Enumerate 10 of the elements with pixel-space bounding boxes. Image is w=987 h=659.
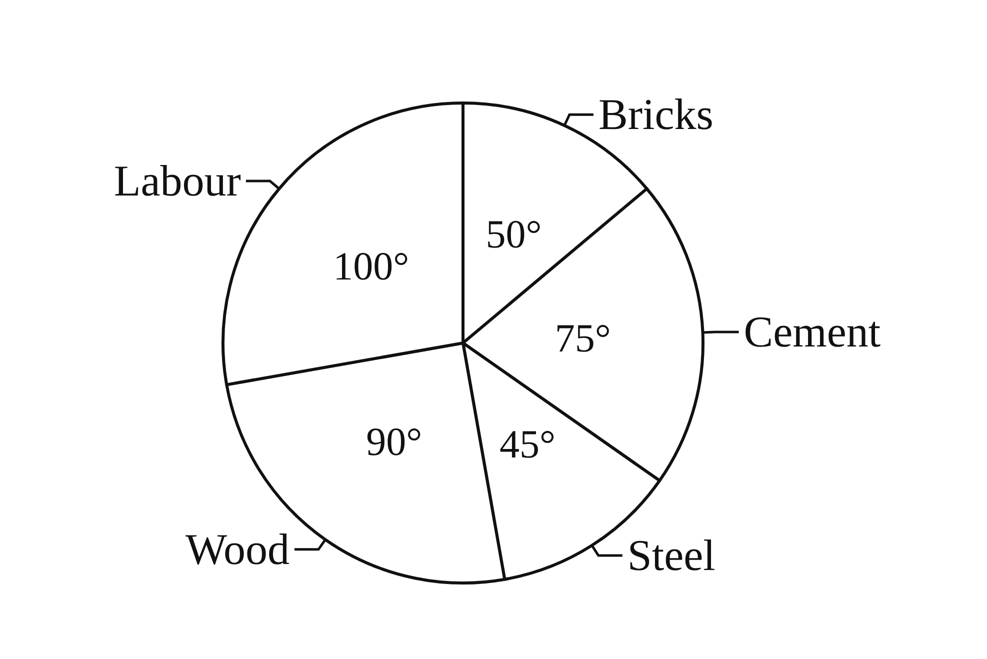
slice-label: Bricks [598,90,714,140]
data-label: 100° [333,243,410,288]
data-label: 50° [486,212,542,257]
data-label: 45° [499,422,556,467]
data-label: 90° [366,418,422,464]
slice-label: Cement [744,308,881,357]
slice-label: Steel [627,531,716,580]
data-label: 75° [554,315,611,360]
slice-label: Wood [185,524,290,574]
slice-label: Labour [114,156,242,206]
